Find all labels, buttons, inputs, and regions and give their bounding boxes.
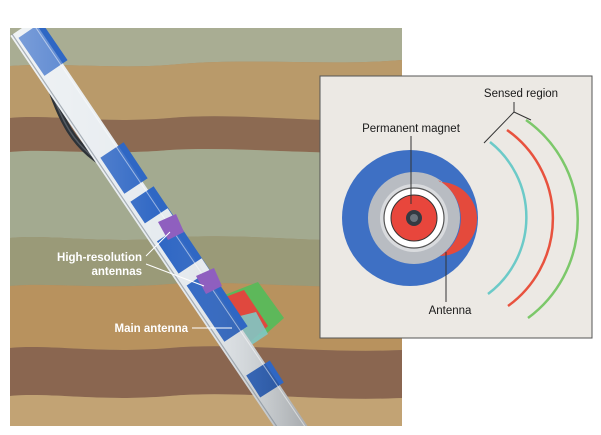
leader-high-res-2 [145, 263, 205, 287]
formation-layer-olive [10, 236, 402, 287]
leader-high-res-1 [145, 231, 171, 257]
logging-tool [10, 28, 308, 426]
antenna-crescent [438, 180, 477, 256]
label-antenna: Antenna [429, 305, 472, 317]
sensed-region-green [525, 118, 579, 320]
sensed-region-cyan [487, 141, 528, 295]
sensed-region-red [506, 128, 555, 308]
formation-layer-brown-2 [10, 346, 402, 399]
label-main-antenna: Main antenna [115, 323, 189, 335]
formation-layer-tan-1 [10, 60, 402, 121]
label-high-resolution-line1: High-resolution [57, 252, 142, 264]
label-high-resolution-line2: antennas [92, 266, 143, 278]
label-permanent-magnet: Permanent magnet [362, 123, 461, 135]
cross-section-inset [319, 75, 593, 339]
formation-layer-sand-bottom [10, 394, 402, 426]
formation-layer-sage-top [10, 28, 402, 67]
high-res-antenna-pads [158, 214, 222, 294]
label-sensed-region: Sensed region [484, 88, 558, 100]
